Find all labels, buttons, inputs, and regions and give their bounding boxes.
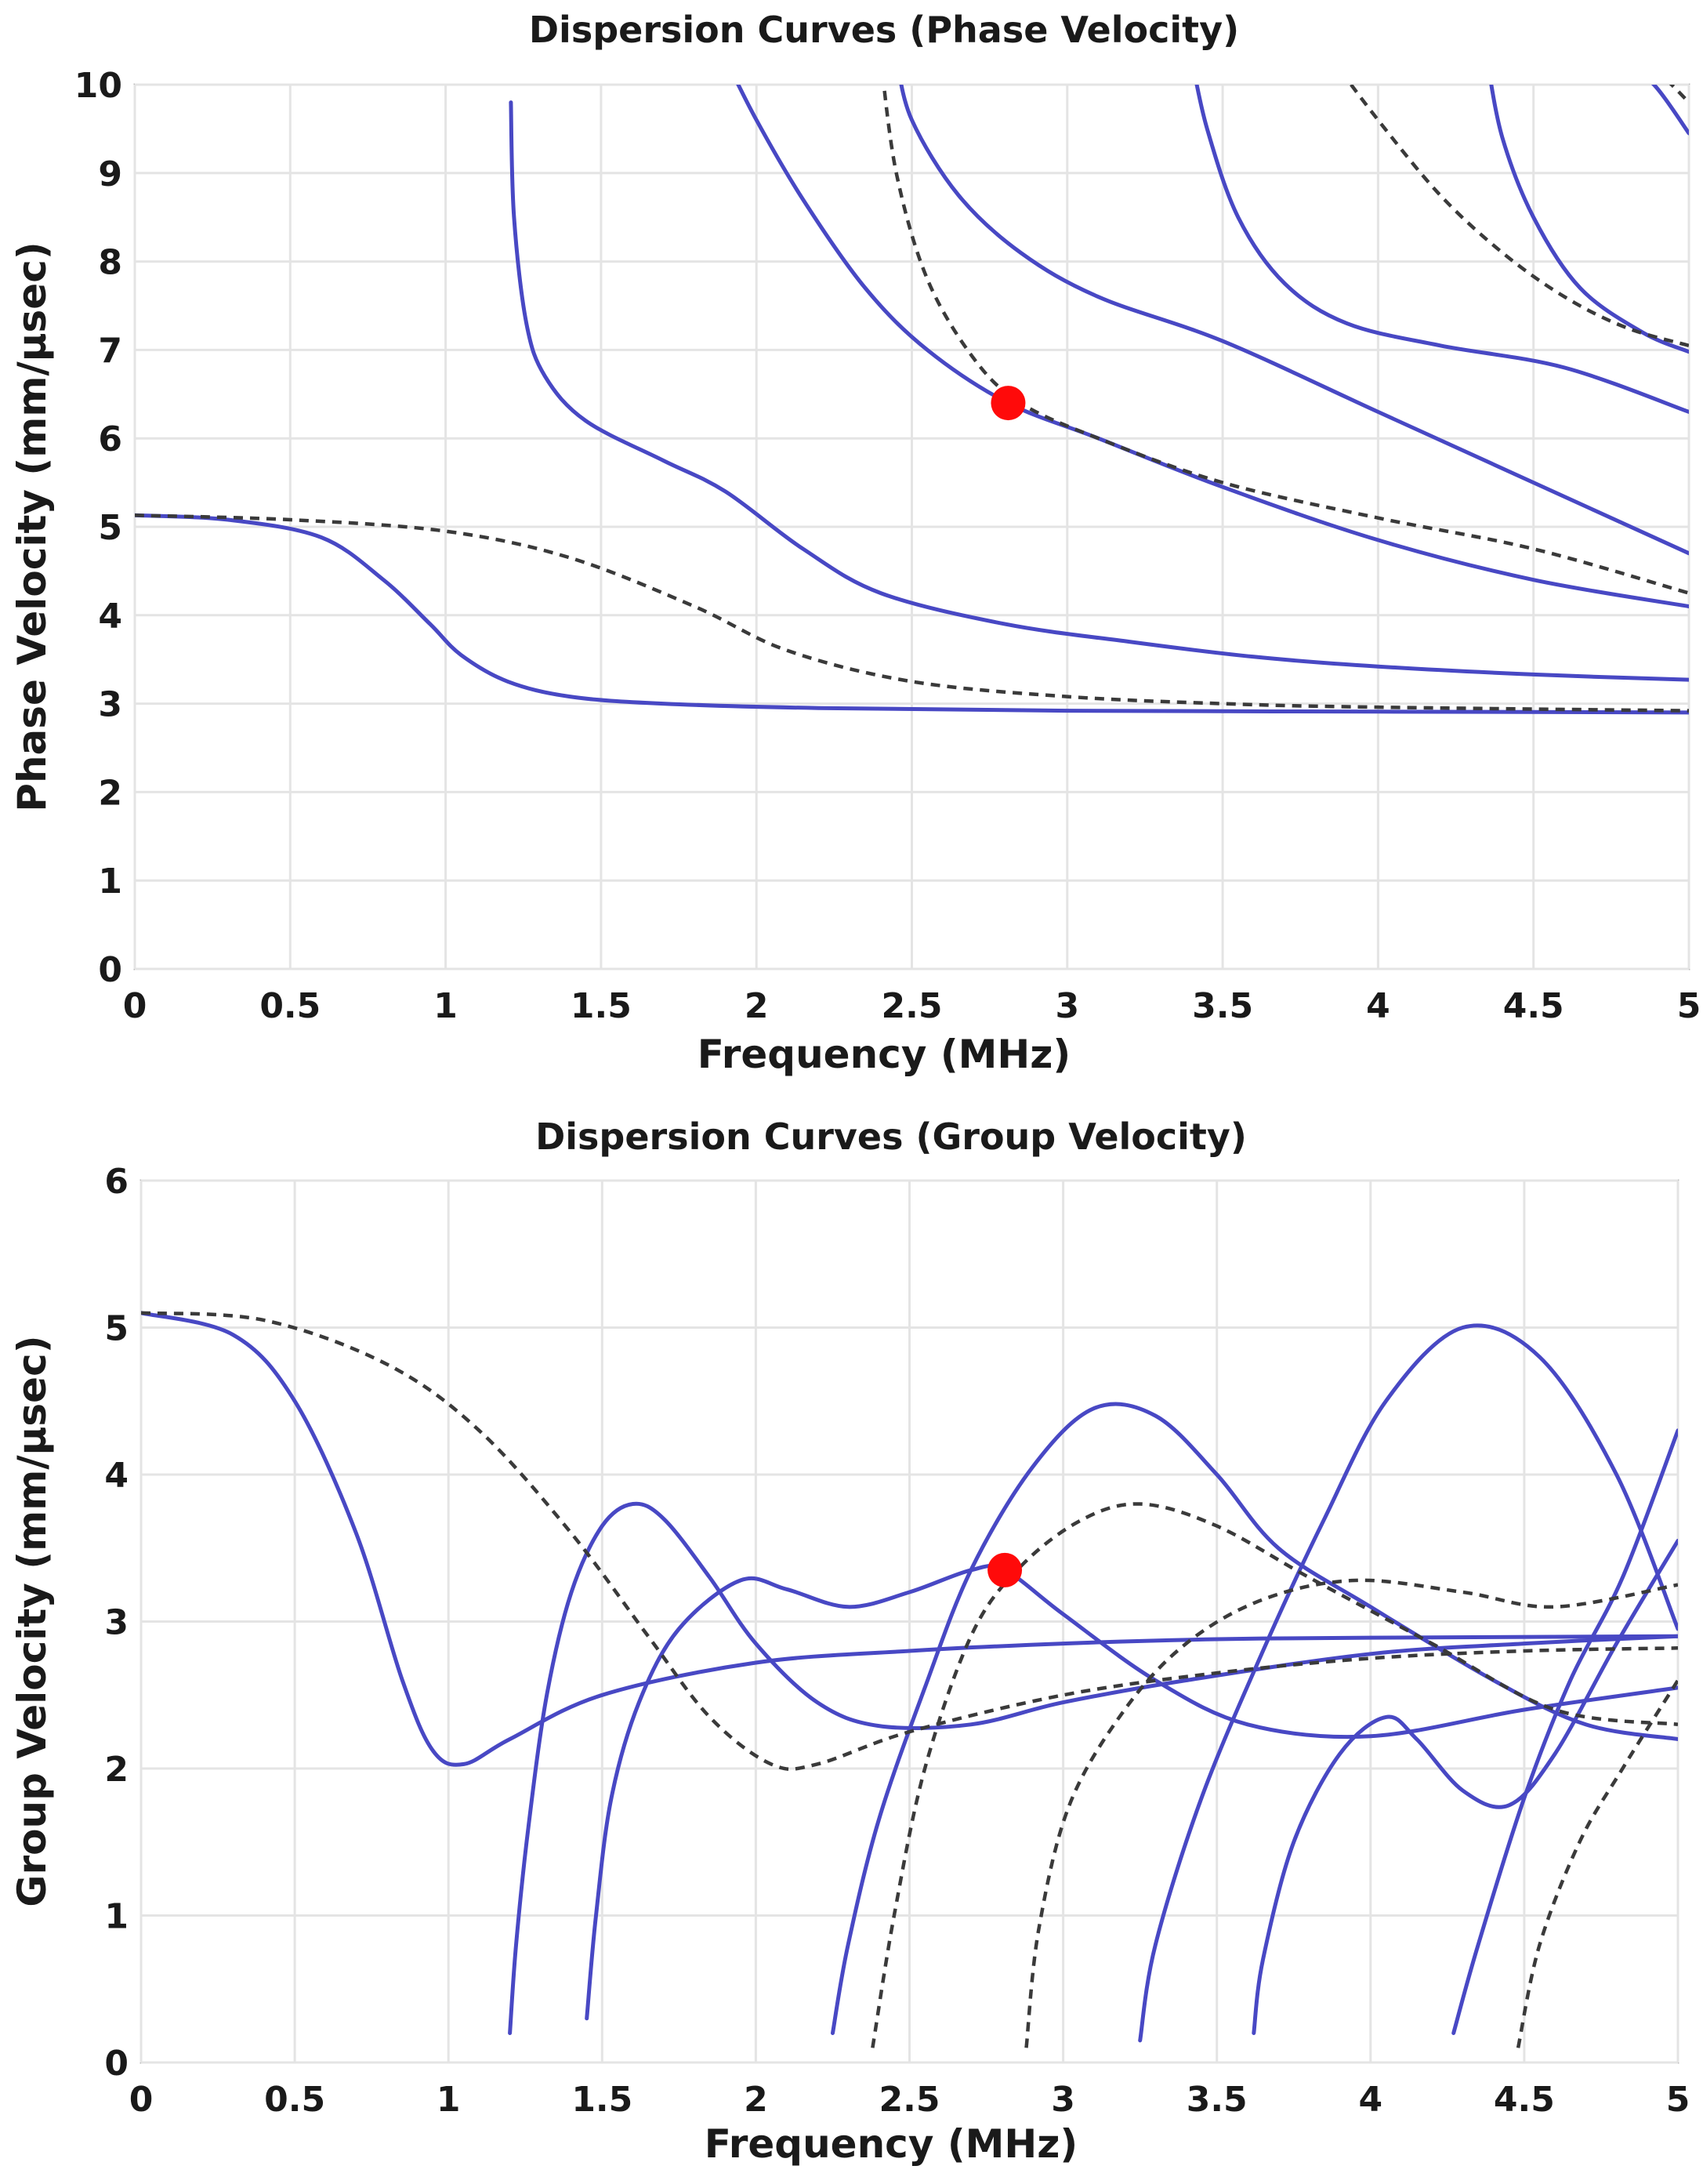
series-line-dashed-mode-2 [871, 1502, 1678, 2048]
marker-group [991, 386, 1026, 421]
series-line-dashed-mode-4 [1516, 1679, 1678, 2048]
x-tick-label: 2.5 [882, 986, 943, 1026]
x-tick-label: 1.5 [571, 2080, 632, 2120]
x-axis-label: Frequency (MHz) [705, 2121, 1078, 2167]
x-tick-label: 0 [123, 986, 147, 1026]
y-tick-label: 5 [104, 1309, 129, 1349]
y-tick-label: 4 [98, 597, 122, 637]
x-tick-label: 1 [437, 2080, 461, 2120]
y-tick-label: 6 [98, 419, 122, 459]
x-tick-label: 5 [1677, 986, 1701, 1026]
series-line-dashed-mode-3 [1024, 1578, 1678, 2048]
series-line-dashed-mode-1 [141, 1311, 1678, 1771]
y-tick-label: 0 [98, 950, 122, 990]
y-tick-label: 3 [104, 1603, 129, 1643]
x-tick-label: 4 [1366, 986, 1390, 1026]
x-tick-label: 3.5 [1192, 986, 1253, 1026]
series-line-solid-mode-5 [1194, 85, 1689, 414]
highlight-marker [991, 386, 1026, 421]
y-tick-labels: 0 1 2 3 4 5 6 7 8 9 10 [74, 66, 122, 990]
y-tick-label: 7 [98, 331, 122, 371]
series-group [141, 1311, 1678, 2048]
highlight-marker [987, 1552, 1023, 1587]
x-tick-label: 3 [1055, 986, 1079, 1026]
series-line-solid-mode-4 [899, 85, 1689, 556]
series-line-solid-mode-3 [736, 85, 1689, 608]
x-axis-label: Frequency (MHz) [698, 1032, 1071, 1077]
series-line-dashed-mode-3 [1349, 85, 1689, 347]
series-line-solid-mode-6 [1489, 85, 1689, 354]
y-tick-label: 3 [98, 685, 122, 725]
y-tick-label: 0 [104, 2044, 129, 2084]
series-line-solid-mode-2 [509, 100, 1689, 682]
chart-title: Dispersion Curves (Phase Velocity) [529, 9, 1239, 51]
x-tick-label: 2.5 [879, 2080, 940, 2120]
grid [140, 1179, 1679, 2064]
series-line-solid-mode-2 [508, 1501, 1678, 2035]
series-line-solid-mode-5 [1138, 1323, 1678, 2043]
group-velocity-chart: Dispersion Curves (Group Velocity) 0 0.5 1… [9, 1116, 1690, 2167]
series-line-solid-mode-1 [135, 513, 1689, 715]
x-tick-label: 3.5 [1187, 2080, 1248, 2120]
x-tick-label: 2 [744, 2080, 768, 2120]
y-axis-label: Phase Velocity (mm/μsec) [9, 241, 55, 811]
y-axis-label: Group Velocity (mm/μsec) [9, 1335, 55, 1906]
marker-group [987, 1552, 1023, 1587]
y-tick-label: 4 [104, 1456, 129, 1496]
series-line-solid-mode-1 [141, 1311, 1678, 1767]
y-tick-label: 2 [98, 773, 122, 813]
x-tick-labels: 0 0.5 1 1.5 2 2.5 3 3.5 4 4.5 5 [123, 986, 1701, 1026]
y-tick-label: 9 [98, 154, 122, 194]
y-tick-labels: 0 1 2 3 4 5 6 [104, 1162, 129, 2084]
series-line-dashed-mode-2 [882, 85, 1689, 595]
chart-title: Dispersion Curves (Group Velocity) [535, 1116, 1247, 1158]
grid [133, 83, 1690, 970]
x-tick-label: 0.5 [259, 986, 321, 1026]
x-tick-label: 1.5 [571, 986, 632, 1026]
x-tick-label: 0 [129, 2080, 154, 2120]
y-tick-label: 10 [74, 66, 122, 106]
series-line-dashed-mode-4 [1669, 85, 1689, 104]
x-tick-label: 4.5 [1494, 2080, 1555, 2120]
y-tick-label: 1 [98, 862, 122, 902]
x-tick-label: 0.5 [264, 2080, 325, 2120]
x-tick-labels: 0 0.5 1 1.5 2 2.5 3 3.5 4 4.5 5 [129, 2080, 1690, 2120]
series-line-solid-mode-6 [1252, 1538, 1678, 2035]
y-tick-label: 5 [98, 508, 122, 548]
x-tick-label: 3 [1051, 2080, 1075, 2120]
series-group [135, 85, 1689, 715]
series-line-solid-mode-3 [585, 1564, 1678, 2021]
series-line-solid-mode-7 [1451, 1428, 1678, 2035]
x-tick-label: 1 [433, 986, 458, 1026]
y-tick-label: 1 [104, 1897, 129, 1937]
x-tick-label: 4.5 [1503, 986, 1564, 1026]
series-line-dashed-mode-1 [135, 513, 1689, 713]
y-tick-label: 6 [104, 1162, 129, 1202]
phase-velocity-chart: Dispersion Curves (Phase Velocity) 0 0.5 1… [9, 9, 1701, 1077]
y-tick-label: 8 [98, 243, 122, 283]
series-line-solid-mode-7 [1651, 85, 1689, 136]
x-tick-label: 4 [1358, 2080, 1382, 2120]
x-tick-label: 5 [1666, 2080, 1690, 2120]
x-tick-label: 2 [745, 986, 769, 1026]
y-tick-label: 2 [104, 1750, 129, 1790]
